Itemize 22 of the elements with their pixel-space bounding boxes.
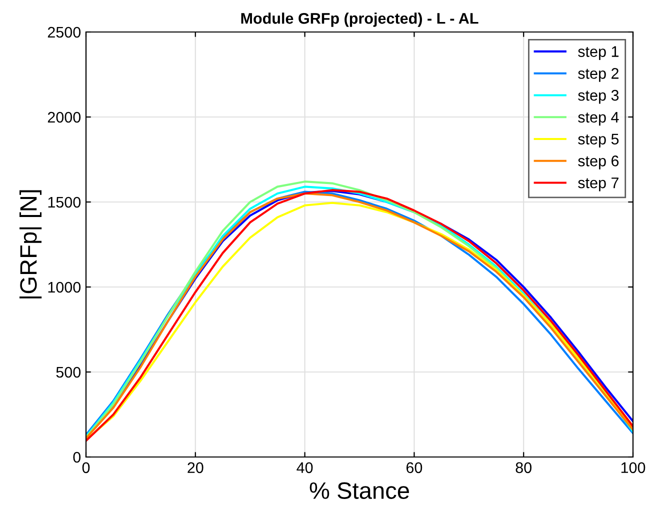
- x-axis-title: % Stance: [310, 482, 409, 499]
- legend-label: step 4: [578, 112, 619, 126]
- legend-label: step 3: [578, 90, 619, 104]
- y-axis-title: |GRFp| [N]: [19, 190, 42, 298]
- x-tick-label: 60: [406, 462, 422, 474]
- legend-label: step 2: [578, 68, 618, 82]
- y-tick-label: 500: [56, 366, 81, 378]
- legend-label: step 1: [578, 46, 619, 60]
- y-tick-label: 2000: [48, 112, 81, 123]
- y-tick-label: 2500: [48, 26, 81, 38]
- legend-label: step 5: [578, 134, 619, 148]
- legend-label: step 7: [578, 178, 618, 192]
- x-tick-label: 20: [188, 462, 204, 474]
- legend-label: step 6: [578, 156, 619, 170]
- x-tick-label: 0: [82, 462, 90, 474]
- y-tick-label: 1000: [48, 282, 81, 293]
- x-tick-label: 100: [621, 462, 646, 474]
- x-tick-label: 40: [296, 462, 313, 474]
- y-tick-label: 0: [73, 452, 81, 463]
- y-tick-label: 1500: [48, 196, 81, 208]
- x-tick-label: 80: [516, 462, 532, 474]
- chart-title: Module GRFp (projected) - L - AL: [241, 12, 478, 27]
